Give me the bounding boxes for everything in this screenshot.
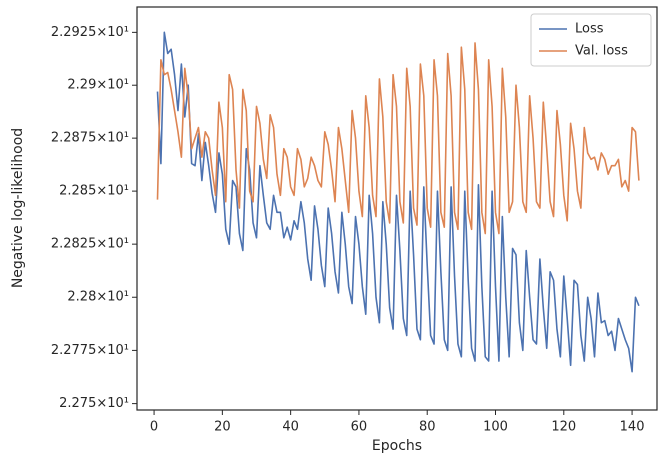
y-tick-label: 2.28×10¹ [67, 290, 129, 305]
y-tick-label: 2.2825×10¹ [51, 237, 129, 252]
x-axis-label: Epochs [372, 438, 422, 454]
legend-label: Val. loss [575, 44, 628, 59]
y-tick-label: 2.2875×10¹ [51, 131, 129, 146]
x-tick-label: 80 [419, 420, 436, 435]
x-tick-label: 100 [483, 420, 508, 435]
y-tick-label: 2.285×10¹ [59, 184, 129, 199]
x-tick-label: 0 [150, 420, 158, 435]
series-line [156, 31, 640, 373]
x-tick-label: 60 [351, 420, 368, 435]
plot-frame [136, 6, 658, 411]
x-tick-label: 120 [551, 420, 576, 435]
y-axis-label: Negative log-likelihood [10, 128, 26, 288]
y-tick-label: 2.2925×10¹ [51, 25, 129, 40]
y-tick-label: 2.29×10¹ [67, 78, 129, 93]
legend-box [530, 13, 652, 67]
x-tick-label: 40 [282, 420, 299, 435]
x-tick-label: 140 [620, 420, 645, 435]
x-tick-label: 20 [214, 420, 231, 435]
y-tick-label: 2.2775×10¹ [51, 343, 129, 358]
series-line [156, 42, 640, 235]
legend-label: Loss [575, 22, 604, 37]
y-tick-label: 2.275×10¹ [59, 396, 129, 411]
